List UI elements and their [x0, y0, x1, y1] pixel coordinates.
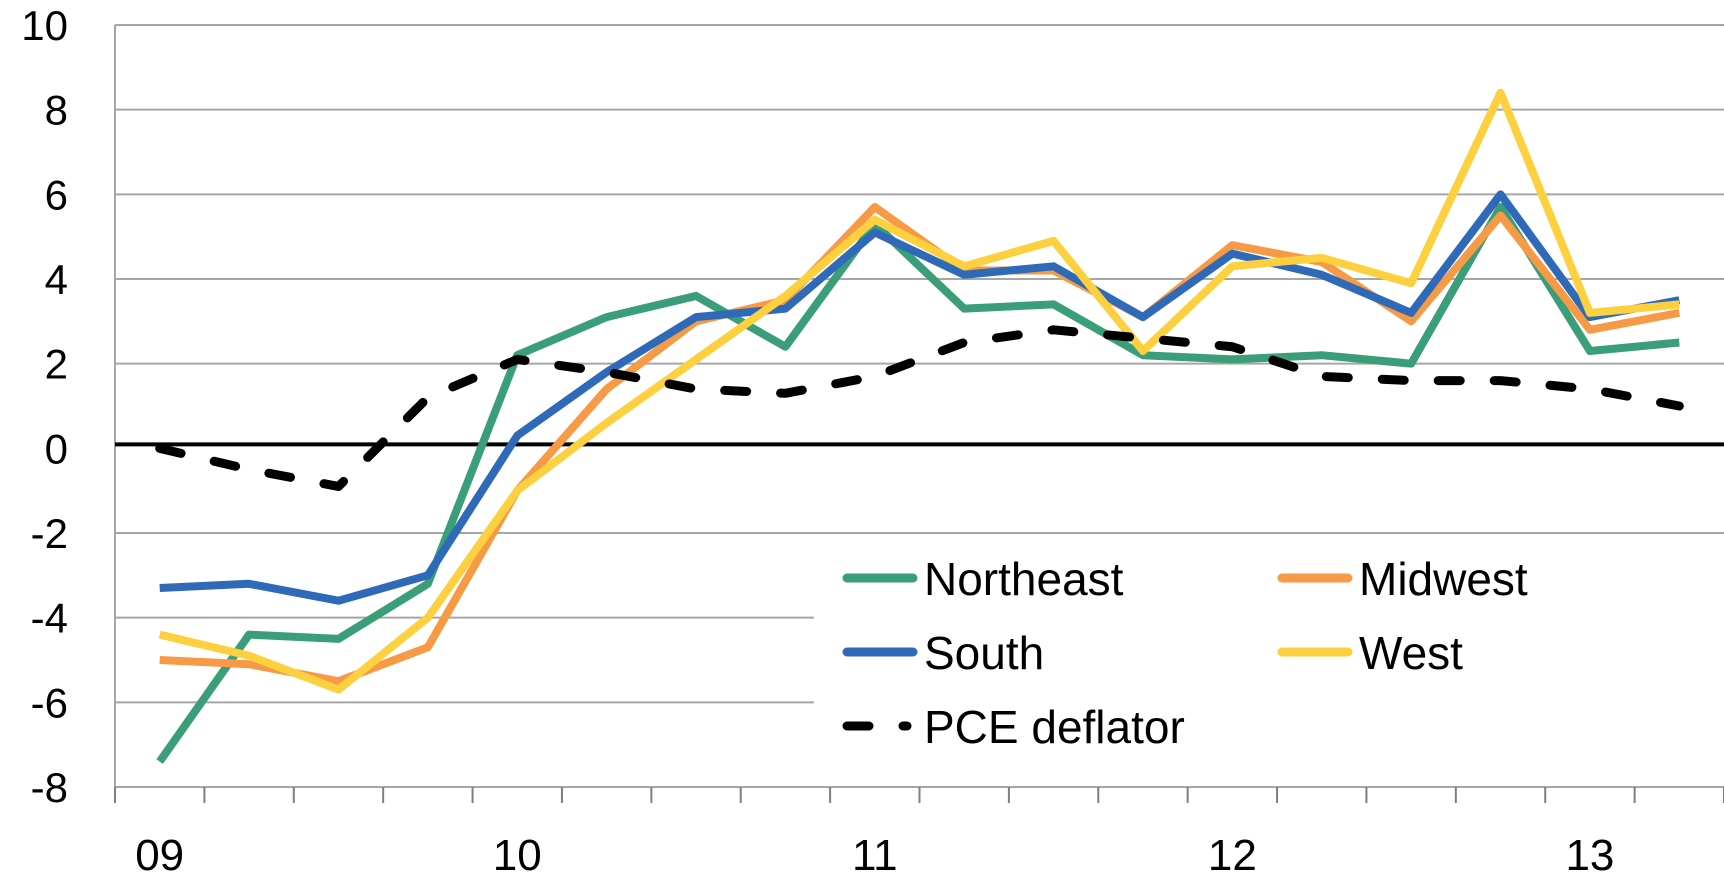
y-tick-label: -8: [31, 764, 68, 811]
legend-label: Midwest: [1359, 553, 1528, 605]
x-tick-label: 10: [493, 831, 542, 879]
series-line: [156, 203, 1680, 764]
legend-label: South: [924, 627, 1044, 679]
legend-background: [814, 539, 1724, 769]
series-line: [158, 88, 1680, 694]
legend-label: West: [1359, 627, 1463, 679]
legend-label: Northeast: [924, 553, 1124, 605]
x-tick-label: 12: [1208, 831, 1257, 879]
y-tick-label: 6: [45, 171, 68, 218]
series-line: [159, 190, 1681, 605]
series-line: [155, 325, 1684, 491]
x-tick-label: 09: [135, 831, 184, 879]
y-tick-label: 10: [21, 2, 68, 49]
y-tick-label: -4: [31, 595, 68, 642]
y-tick-label: 2: [45, 341, 68, 388]
legend-label: PCE deflator: [924, 701, 1185, 753]
y-tick-label: -6: [31, 679, 68, 726]
x-tick-label: 13: [1565, 831, 1614, 879]
y-tick-label: 0: [45, 425, 68, 472]
y-tick-label: 8: [45, 87, 68, 134]
y-tick-label: 4: [45, 256, 68, 303]
y-tick-label: -2: [31, 510, 68, 557]
x-tick-label: 11: [852, 831, 898, 879]
